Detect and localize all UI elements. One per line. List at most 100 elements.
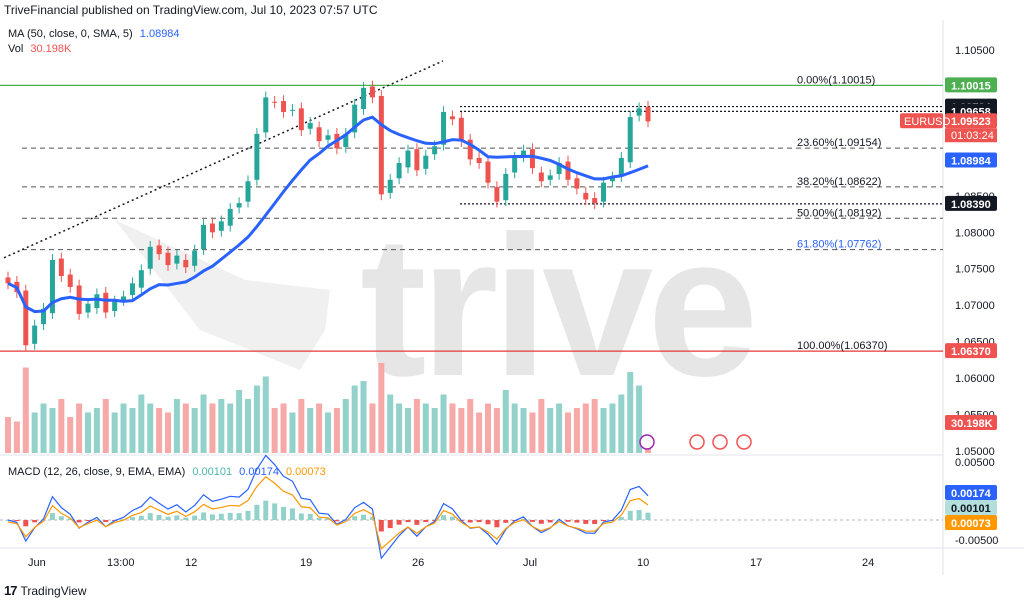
macd-histogram-bar [254, 504, 260, 520]
candle-body [183, 259, 189, 268]
volume-bar [31, 412, 38, 453]
volume-bar [307, 408, 314, 453]
volume-bar [5, 417, 11, 453]
time-tick-label: 10 [637, 557, 649, 569]
macd-histogram-bar [245, 510, 251, 520]
macd-histogram-bar [325, 518, 331, 520]
macd-histogram-bar [138, 515, 144, 520]
candle-body [361, 87, 367, 110]
fib-level-label: 0.00%(1.10015) [797, 74, 875, 86]
lightning-icon [639, 434, 655, 450]
price-badge-text: 30.198K [951, 418, 993, 430]
macd-histogram-bar [396, 520, 402, 525]
candle-body [174, 255, 180, 264]
fib-level-label: 61.80%(1.07762) [797, 239, 881, 251]
macd-legend[interactable]: MACD (12, 26, close, 9, EMA, EMA) 0.0010… [8, 466, 330, 478]
macd-histogram-bar [192, 515, 198, 520]
price-badge: 1.06370 [945, 343, 997, 359]
candle-body [316, 127, 322, 142]
macd-line [7, 454, 649, 560]
macd-histogram-bar [565, 520, 571, 522]
candle-body [636, 108, 642, 116]
candle-body [156, 245, 162, 255]
candle-body [378, 95, 384, 195]
time-tick-label: 12 [185, 557, 197, 569]
candle-body [5, 277, 11, 284]
candle-body [556, 163, 562, 174]
volume-bar [582, 403, 589, 453]
price-badge: 30.198K [945, 415, 997, 430]
volume-bar [173, 399, 180, 453]
candle-body [396, 163, 402, 179]
candle-body [94, 294, 100, 309]
time-tick-label: 13:00 [107, 557, 135, 569]
candle-body [289, 109, 295, 111]
time-tick-label: 17 [750, 557, 762, 569]
volume-bar [58, 399, 65, 453]
volume-bar [511, 403, 518, 453]
volume-bar [165, 412, 171, 453]
volume-bar [573, 408, 580, 453]
macd-histogram-bar [352, 516, 358, 520]
volume-bar [413, 399, 420, 453]
candle-body [23, 290, 29, 346]
macd-histogram-bar [156, 514, 162, 520]
candle-body [387, 179, 393, 193]
price-badge-bg [945, 195, 997, 211]
macd-histogram-bar [441, 515, 447, 520]
macd-badge-text: 0.00073 [951, 518, 991, 530]
macd-histogram-bar [263, 500, 269, 520]
fib-level-label: 100.00%(1.06370) [797, 340, 888, 352]
macd-histogram-bar [538, 520, 544, 524]
macd-histogram-bar [574, 520, 580, 523]
macd-histogram-bar [547, 520, 553, 523]
volume-bar [147, 403, 154, 453]
volume-bar [129, 408, 136, 453]
volume-bar [405, 408, 411, 453]
candle-body [67, 274, 73, 287]
macd-histogram-bar [592, 520, 598, 524]
vol-legend-value: 30.198K [30, 43, 72, 55]
candle-body [521, 150, 527, 157]
macd-histogram-bar [343, 519, 349, 521]
volume-bar [191, 408, 198, 453]
candle-body [467, 139, 473, 160]
vol-legend[interactable]: Vol 30.198K [8, 43, 71, 55]
macd-histogram-bar [103, 520, 109, 523]
candle-body [58, 258, 64, 277]
candle-body [49, 259, 55, 314]
candle-body [494, 187, 500, 202]
volume-bar [93, 408, 100, 453]
us-flag-icon [712, 434, 728, 450]
ma-legend[interactable]: MA (50, close, 0, SMA, 5) 1.08984 [8, 28, 180, 40]
candle-body [121, 296, 127, 301]
macd-histogram-bar [209, 514, 215, 520]
candle-body [263, 97, 269, 133]
volume-bar [440, 394, 447, 453]
macd-histogram-bar [49, 513, 55, 520]
volume-bar [502, 390, 509, 453]
macd-histogram-bar [76, 520, 82, 523]
price-tick-label: 1.07000 [955, 300, 995, 312]
macd-histogram-bar [601, 520, 607, 521]
volume-bar [565, 412, 571, 453]
volume-bar [102, 399, 109, 453]
volume-bar [600, 408, 607, 453]
candle-body [85, 303, 91, 313]
ma-legend-label: MA (50, close, 0, SMA, 5) [8, 28, 133, 40]
volume-bar [342, 399, 349, 453]
macd-histogram-bar [227, 512, 233, 520]
macd-histogram-bar [165, 516, 171, 520]
macd-histogram-bar [67, 518, 73, 520]
trendline [3, 60, 444, 259]
ma-legend-value: 1.08984 [139, 28, 180, 40]
candle-body [441, 111, 447, 145]
macd-histogram-bar [32, 520, 38, 523]
candle-body [201, 224, 207, 250]
footer[interactable]: 17 TradingView [4, 583, 87, 598]
macd-tick-label: -0.00500 [955, 535, 998, 547]
volume-bar [245, 399, 251, 453]
candle-body [227, 208, 233, 226]
macd-histogram-bar [218, 513, 224, 520]
